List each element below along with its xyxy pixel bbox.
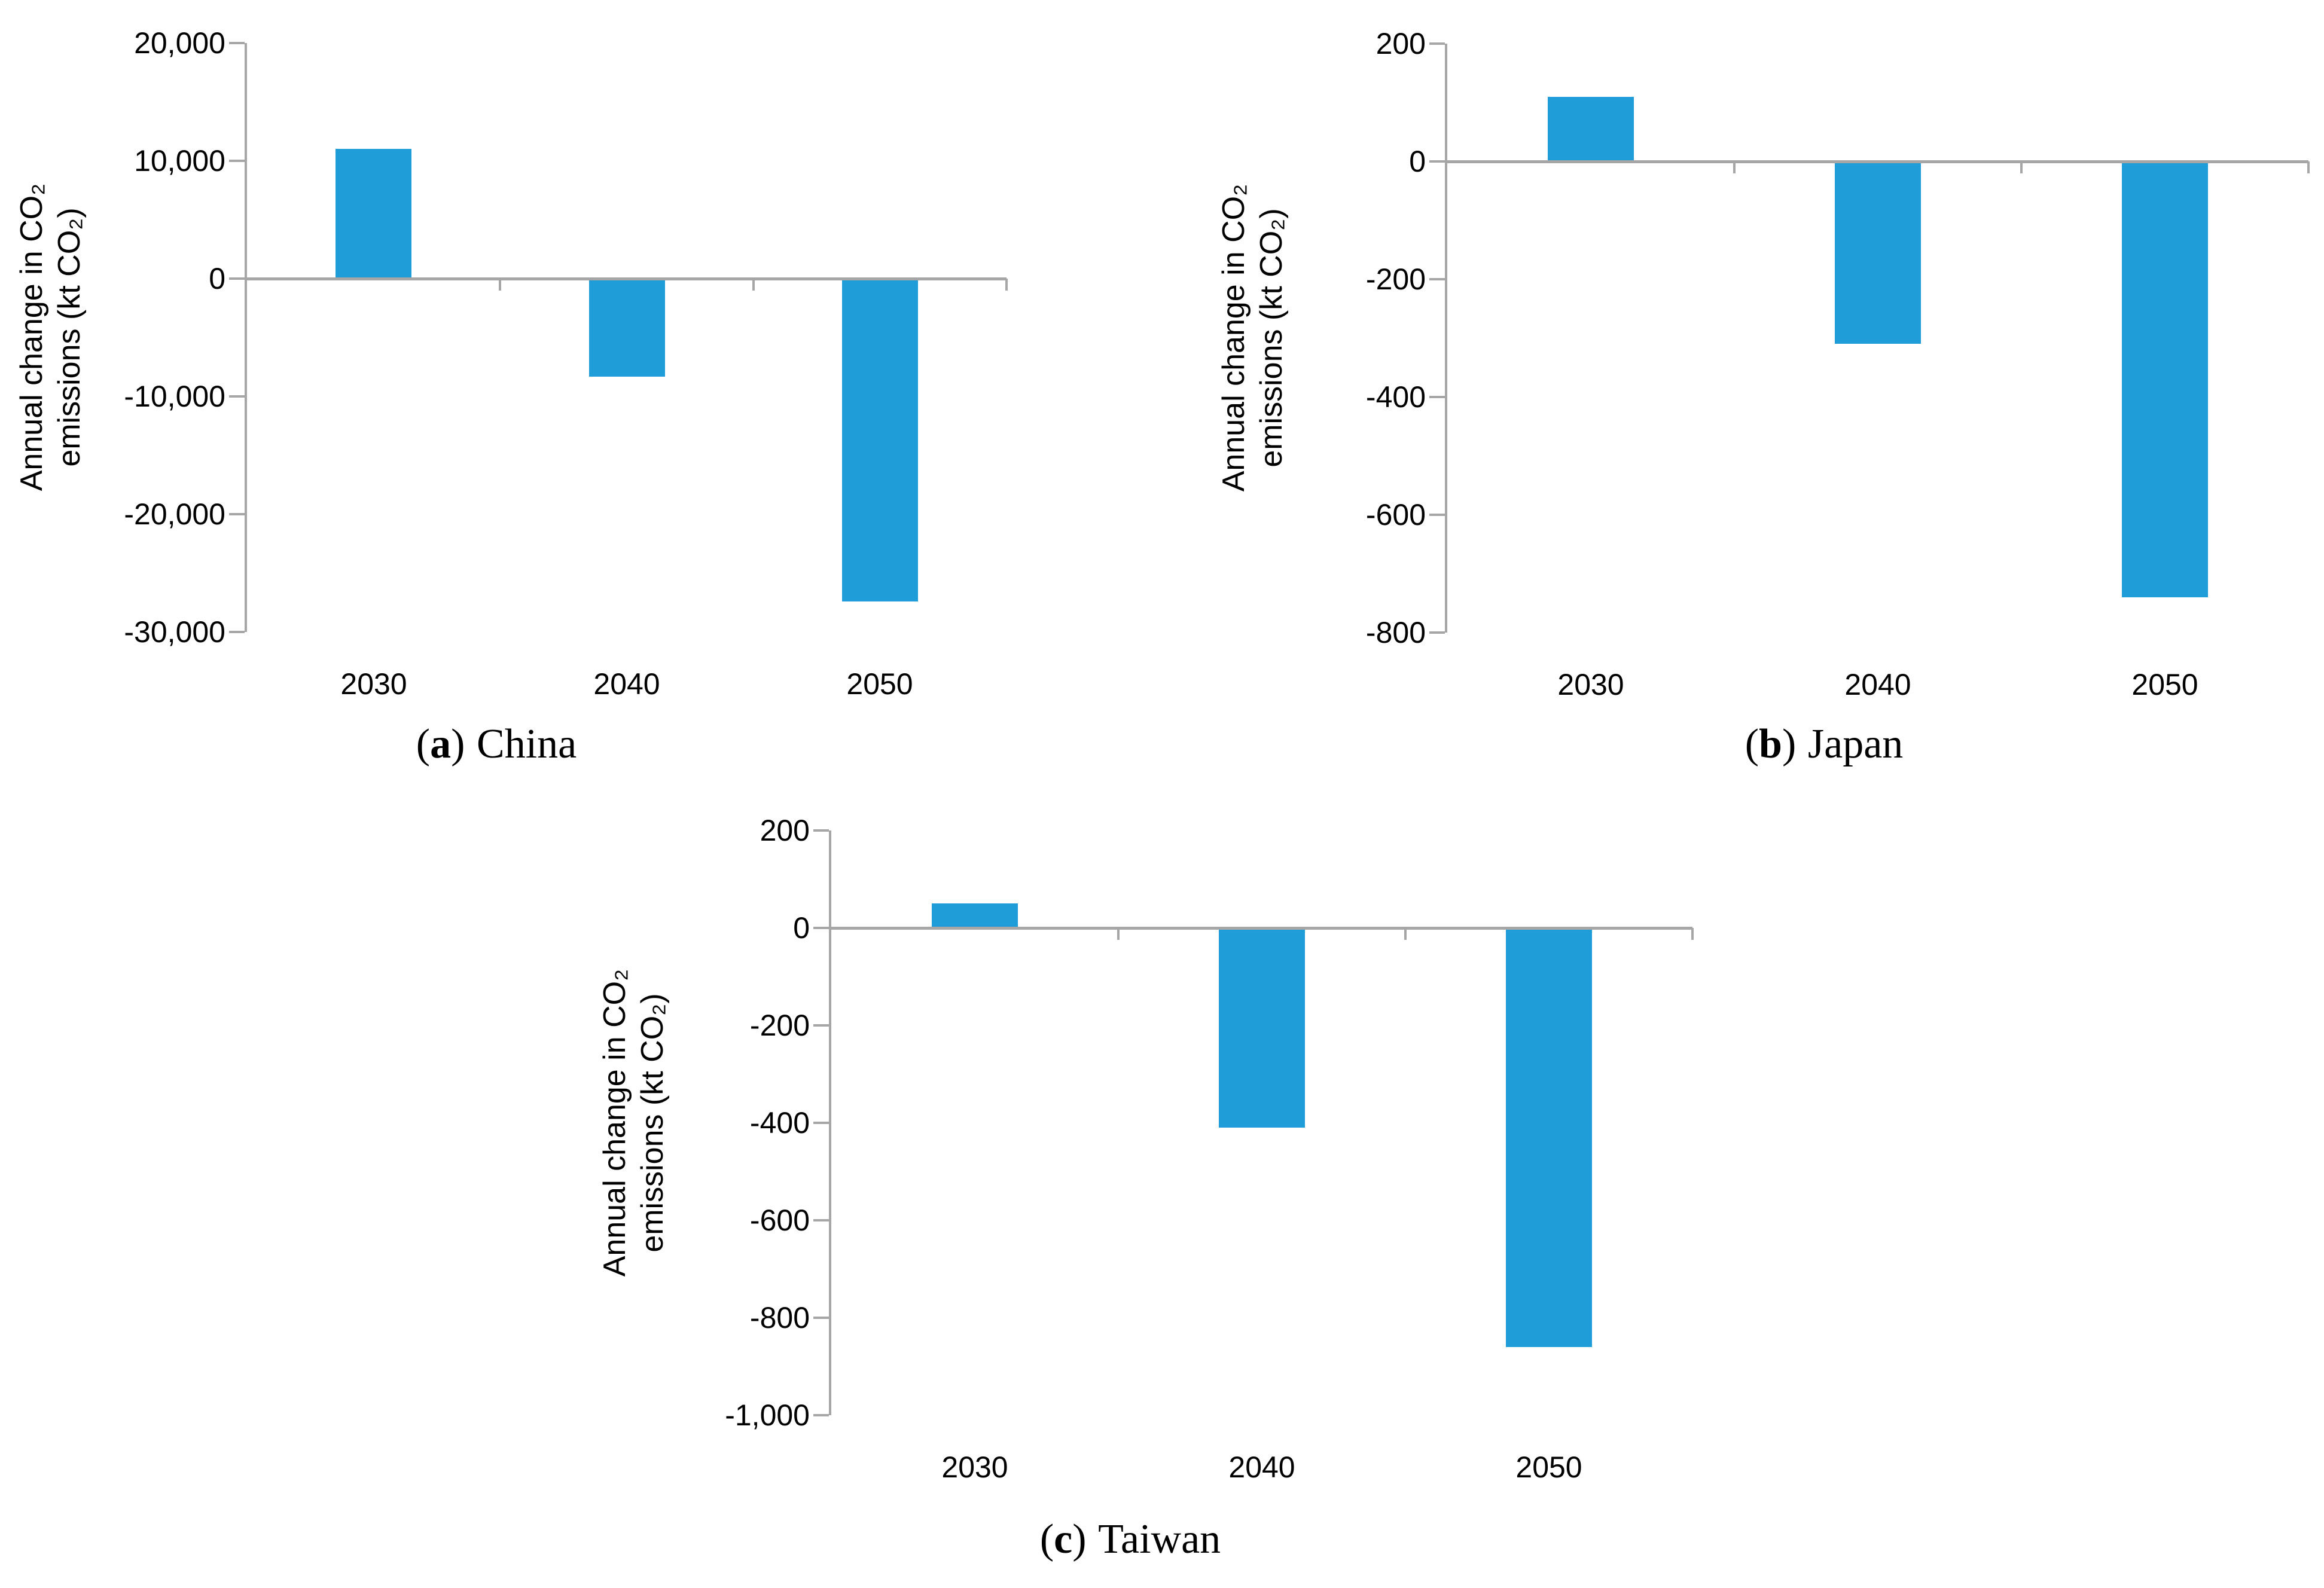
y-axis-line	[1445, 44, 1447, 633]
y-tick	[813, 1317, 829, 1319]
y-axis-title: Annual change in CO₂ emissions (kt CO₂)	[596, 969, 672, 1277]
y-tick	[229, 395, 245, 398]
zero-axis-line	[829, 926, 1692, 930]
y-tick	[229, 631, 245, 633]
x-axis-tick	[1005, 279, 1008, 291]
plot-area-taiwan: 200 0 -200 -400 -600 -800 -1,000 2030 2040 2050	[725, 814, 1694, 1484]
y-tick-label: 200	[760, 814, 810, 847]
bar-2030	[932, 903, 1018, 928]
caption-paren-open: (	[416, 721, 431, 767]
y-tick	[813, 1414, 829, 1416]
bar-2050	[1506, 928, 1592, 1347]
y-tick	[813, 1219, 829, 1221]
zero-axis-line	[245, 277, 1007, 280]
caption-label: Japan	[1807, 721, 1904, 767]
y-tick	[813, 1024, 829, 1027]
x-axis-tick	[1404, 928, 1407, 940]
y-tick-label: 0	[1409, 145, 1426, 178]
y-tick-label: -800	[749, 1301, 810, 1334]
zero-axis-line	[1445, 160, 2308, 163]
caption-label: China	[477, 721, 577, 767]
y-tick-label: -600	[1365, 498, 1426, 532]
x-axis-tick	[752, 279, 755, 291]
y-tick	[813, 829, 829, 832]
bar-2030	[1548, 96, 1634, 161]
y-tick	[813, 1122, 829, 1124]
caption-paren-open: (	[1039, 1516, 1054, 1562]
plot-area-china: 20,000 10,000 0 -10,000 -20,000 -30,000 2030 20…	[124, 26, 1008, 701]
y-tick-label: 10,000	[134, 144, 225, 178]
y-tick-label: 200	[1376, 27, 1426, 60]
plot-area-japan: 200 0 -200 -400 -600 -800 2030 2040 2050	[1366, 27, 2310, 701]
y-tick-label: 0	[793, 911, 810, 945]
y-tick	[229, 160, 245, 162]
caption-letter: a	[430, 721, 452, 767]
caption-letter: c	[1054, 1516, 1073, 1562]
x-category-label: 2040	[593, 667, 660, 701]
y-tick-label: -400	[1365, 380, 1426, 414]
x-category-label: 2040	[1844, 668, 1911, 701]
y-tick	[813, 927, 829, 929]
caption-letter: b	[1759, 721, 1782, 767]
y-tick	[1429, 631, 1445, 634]
x-axis-tick	[499, 279, 501, 291]
bar-2050	[2122, 161, 2208, 597]
bar-2050	[842, 279, 918, 601]
y-tick-label: -800	[1365, 616, 1426, 649]
x-axis-tick	[1117, 928, 1120, 940]
y-tick-label: -400	[749, 1106, 810, 1140]
y-tick	[1429, 396, 1445, 398]
y-axis-title-line1: Annual change in CO₂	[597, 969, 632, 1277]
y-tick-label: 0	[209, 262, 225, 295]
x-axis-tick	[2020, 161, 2023, 173]
x-category-label: 2030	[941, 1450, 1008, 1484]
bar-2040	[1219, 928, 1305, 1128]
bar-2030	[336, 149, 411, 279]
y-axis-title-line2: emissions (kt CO₂)	[635, 993, 670, 1253]
y-tick	[229, 277, 245, 280]
y-tick	[229, 513, 245, 515]
x-axis-tick	[1733, 161, 1736, 173]
chart-caption-china: (a) China	[416, 720, 577, 768]
caption-paren-close: )	[1782, 721, 1797, 767]
y-tick-label: -1,000	[725, 1398, 810, 1432]
x-category-label: 2030	[1557, 668, 1624, 701]
y-tick	[1429, 42, 1445, 45]
x-category-label: 2050	[846, 667, 913, 701]
caption-paren-open: (	[1744, 721, 1759, 767]
x-category-label: 2030	[340, 667, 407, 701]
x-category-label: 2050	[2131, 668, 2198, 701]
y-tick	[229, 42, 245, 44]
y-tick-label: -600	[749, 1204, 810, 1237]
y-tick-label: -20,000	[124, 497, 225, 531]
chart-caption-taiwan: (c) Taiwan	[1040, 1516, 1221, 1563]
bar-2040	[1835, 161, 1921, 344]
x-axis-tick	[2307, 161, 2310, 173]
x-category-label: 2040	[1228, 1450, 1295, 1484]
caption-label: Taiwan	[1098, 1516, 1221, 1562]
y-axis-line	[245, 43, 247, 632]
x-category-label: 2050	[1515, 1450, 1582, 1484]
y-tick-label: -200	[749, 1009, 810, 1042]
x-axis-tick	[1691, 928, 1694, 940]
y-tick-label: -10,000	[124, 380, 225, 413]
y-tick-label: -200	[1365, 262, 1426, 296]
y-tick-label: -30,000	[124, 615, 225, 649]
y-tick	[1429, 514, 1445, 516]
y-tick	[1429, 278, 1445, 280]
bar-2040	[589, 279, 665, 377]
y-axis-line	[829, 830, 831, 1415]
caption-paren-close: )	[1072, 1516, 1087, 1562]
caption-paren-close: )	[451, 721, 465, 767]
y-tick	[1429, 160, 1445, 163]
chart-caption-japan: (b) Japan	[1745, 720, 1904, 768]
y-tick-label: 20,000	[134, 26, 225, 60]
